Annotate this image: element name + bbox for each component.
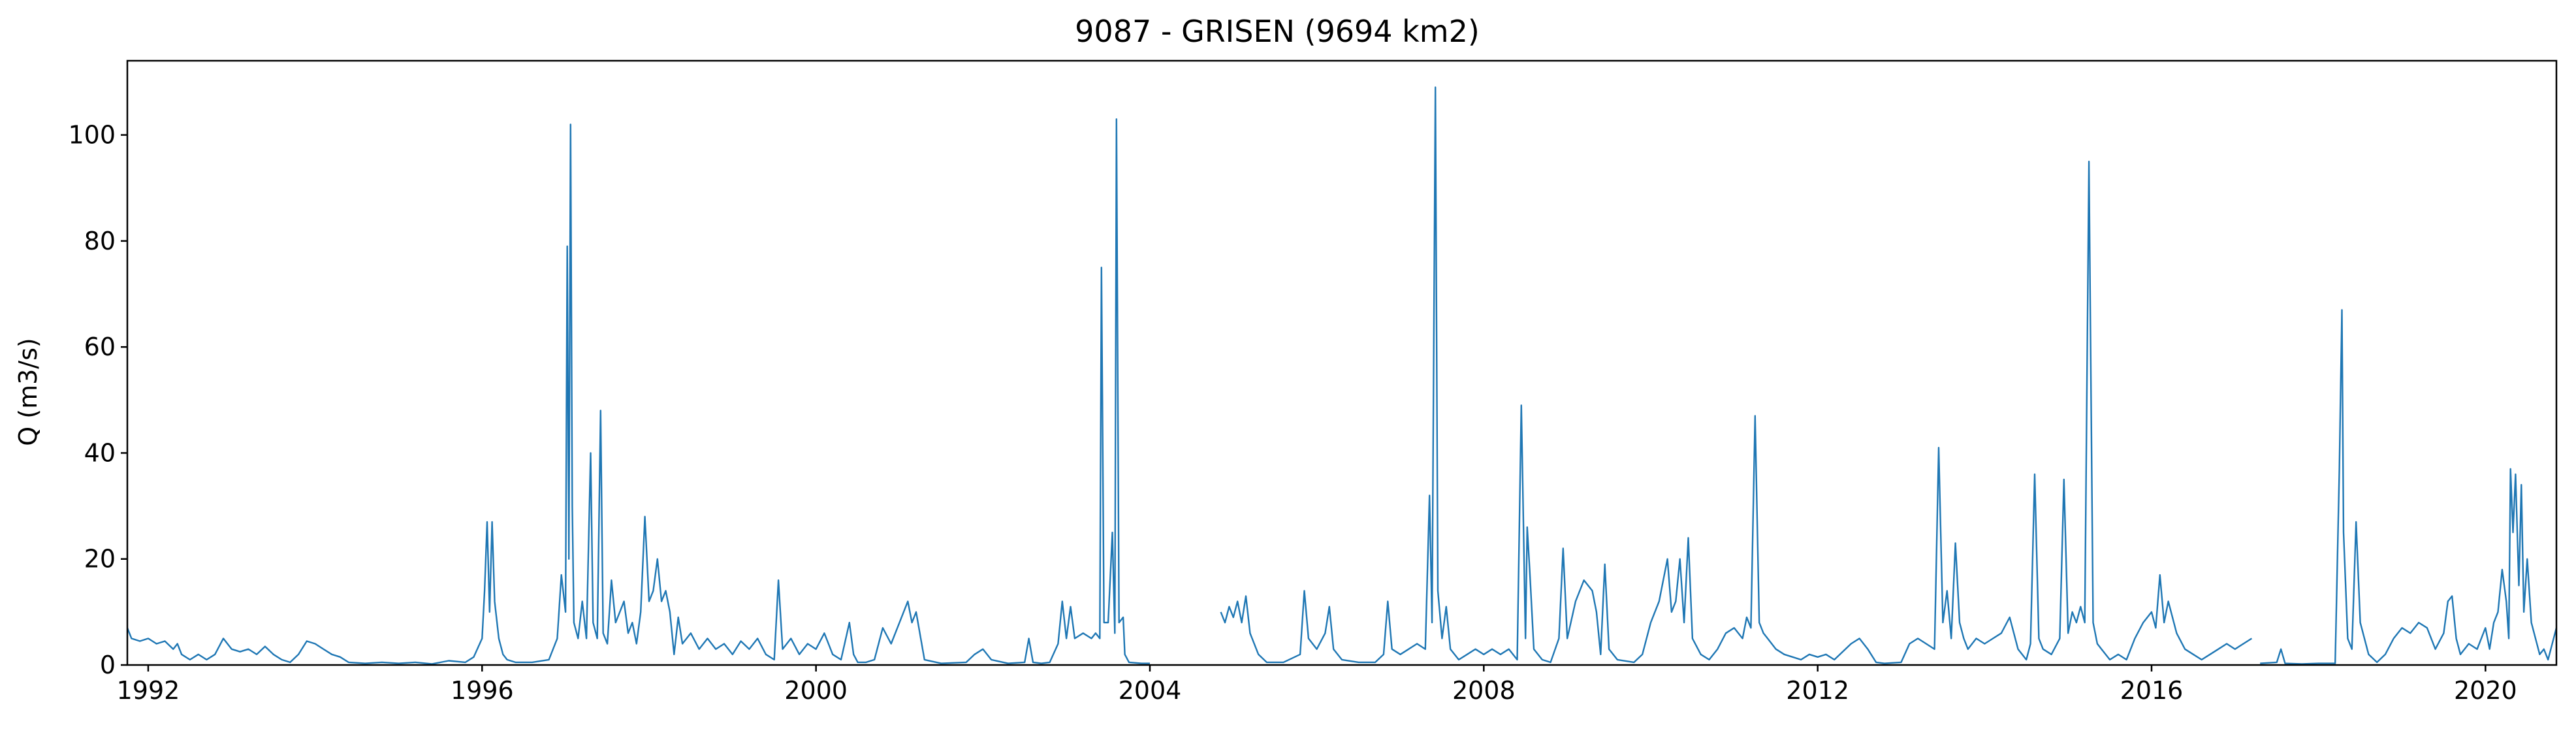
x-tick-label: 2020 xyxy=(2454,676,2517,705)
x-tick-label: 2004 xyxy=(1119,676,1182,705)
x-tick-label: 2000 xyxy=(784,676,848,705)
y-tick-label: 20 xyxy=(84,545,116,574)
discharge-series-line xyxy=(1220,86,2253,664)
x-tick-label: 2016 xyxy=(2120,676,2184,705)
y-axis-label: Q (m3/s) xyxy=(14,338,42,446)
y-tick-label: 80 xyxy=(84,227,116,255)
y-tick-label: 40 xyxy=(84,438,116,467)
y-tick-label: 60 xyxy=(84,332,116,361)
x-tick-label: 1992 xyxy=(117,676,180,705)
ticks-layer: 1992 1996 2000 2004 2008 2012 2016 2020 0 20 40 60 8… xyxy=(68,121,2517,705)
chart-title: 9087 - GRISEN (9694 km2) xyxy=(1075,14,1480,49)
x-tick-label: 2008 xyxy=(1452,676,1516,705)
x-tick-label: 1996 xyxy=(451,676,514,705)
series-layer xyxy=(126,86,2558,665)
discharge-series-line xyxy=(2260,309,2558,665)
x-tick-label: 2012 xyxy=(1786,676,1849,705)
axes-frame xyxy=(126,59,2558,666)
discharge-series-line xyxy=(126,118,1150,665)
y-tick-label: 100 xyxy=(68,121,116,150)
y-tick-label: 0 xyxy=(100,651,116,679)
